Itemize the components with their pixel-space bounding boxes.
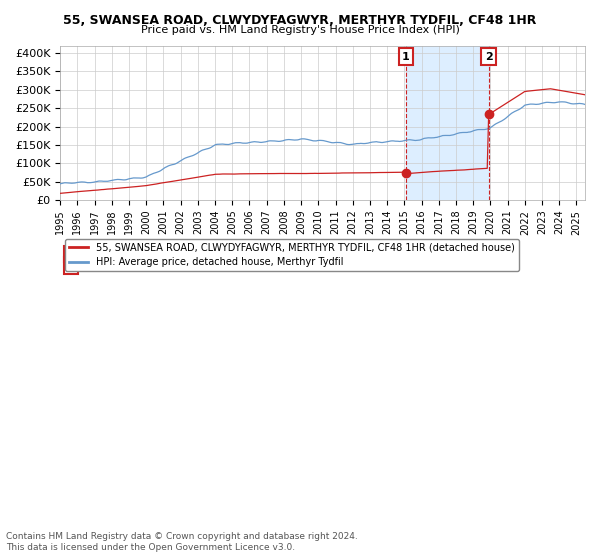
Text: Price paid vs. HM Land Registry's House Price Index (HPI): Price paid vs. HM Land Registry's House … <box>140 25 460 35</box>
Text: 55, SWANSEA ROAD, CLWYDYFAGWYR, MERTHYR TYDFIL, CF48 1HR: 55, SWANSEA ROAD, CLWYDYFAGWYR, MERTHYR … <box>64 14 536 27</box>
Text: 1: 1 <box>67 249 74 259</box>
Text: 1: 1 <box>402 52 410 62</box>
Text: 05-FEB-2015              £73,000          51% ↓ HPI: 05-FEB-2015 £73,000 51% ↓ HPI <box>86 249 354 259</box>
Text: Contains HM Land Registry data © Crown copyright and database right 2024.
This d: Contains HM Land Registry data © Crown c… <box>6 532 358 552</box>
Text: 22-NOV-2019              £235,000          22% ↑ HPI: 22-NOV-2019 £235,000 22% ↑ HPI <box>86 260 364 270</box>
Bar <box>406 46 488 200</box>
Text: 2: 2 <box>67 260 74 270</box>
Text: 2: 2 <box>485 52 493 62</box>
Legend: 55, SWANSEA ROAD, CLWYDYFAGWYR, MERTHYR TYDFIL, CF48 1HR (detached house), HPI: : 55, SWANSEA ROAD, CLWYDYFAGWYR, MERTHYR … <box>65 239 519 272</box>
